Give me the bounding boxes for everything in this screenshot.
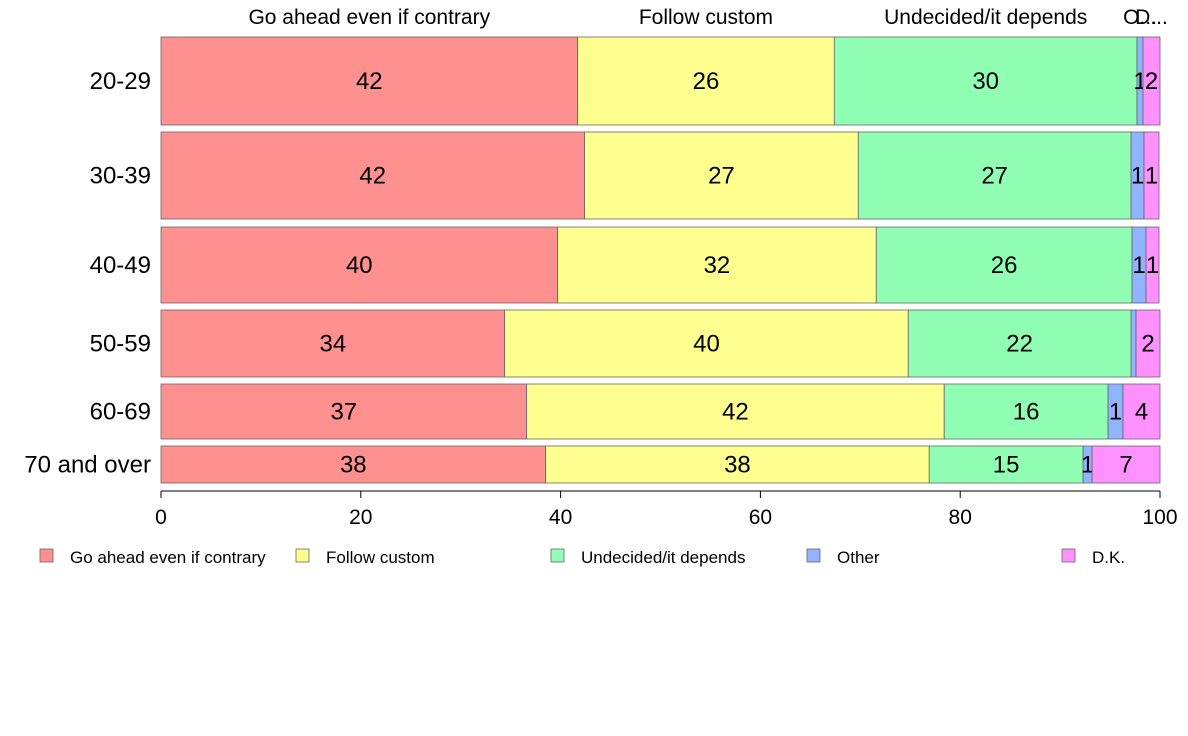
bar-segment [943,383,1109,440]
legend-label: D.K. [1092,548,1125,567]
data-label: 26 [991,252,1018,279]
data-label: 7 [1119,452,1132,479]
bar-segment [526,383,945,440]
x-tick-label: 40 [549,506,572,529]
top-series-label: O... [1123,6,1157,29]
x-tick-label: 60 [749,506,772,529]
data-label: 16 [1013,399,1040,426]
data-label: 38 [724,452,751,479]
category-label: 40-49 [90,252,151,279]
top-series-label: Undecided/it depends [884,6,1087,29]
bar-segment [1145,226,1160,304]
bar-segment [1143,131,1160,220]
data-label: 38 [340,452,367,479]
bar-segment [584,131,859,220]
data-label: 1 [1145,163,1158,190]
x-tick-label: 80 [949,506,972,529]
data-label: 34 [319,331,346,358]
bar-segment [545,445,930,484]
category-label: 30-39 [90,163,151,190]
data-label: 1 [1081,452,1094,479]
data-label: 40 [693,331,720,358]
data-label: 1 [1109,399,1122,426]
legend-label: Undecided/it depends [581,548,745,567]
bar-segment [1122,383,1161,440]
category-label: 60-69 [90,399,151,426]
bar-segment [907,309,1132,378]
legend-swatch [1061,548,1076,563]
bar-segment [1135,309,1161,378]
bar-segment [833,36,1138,126]
category-label: 50-59 [90,331,151,358]
legend-swatch [550,548,565,563]
bar-segment [1142,36,1161,126]
bar-segment [928,445,1084,484]
data-label: 42 [722,399,749,426]
bar-segment [160,309,506,378]
category-label: 70 and over [24,452,151,479]
data-label: 1 [1132,252,1145,279]
data-label: 27 [708,163,735,190]
data-label: 27 [981,163,1008,190]
legend-swatch [806,548,821,563]
bar-segment [857,131,1132,220]
bar-segment [1091,445,1161,484]
x-tick-label: 20 [349,506,372,529]
bar-segment [577,36,835,126]
data-label: 42 [359,163,386,190]
data-label: 26 [693,68,720,95]
legend-label: Go ahead even if contrary [70,548,266,567]
x-tick-label: 0 [155,506,167,529]
data-label: 37 [330,399,357,426]
bar-segment [557,226,877,304]
legend-swatch [295,548,310,563]
bar-segment [160,36,578,126]
x-tick-label: 100 [1142,506,1177,529]
data-label: 32 [704,252,731,279]
data-label: 30 [972,68,999,95]
data-label: 40 [346,252,373,279]
top-series-label: Follow custom [639,6,773,29]
legend-label: Other [837,548,880,567]
data-label: 42 [356,68,383,95]
top-series-label: D... [1135,6,1168,29]
bar-segment [160,445,547,484]
data-label: 1 [1131,163,1144,190]
legend-label: Follow custom [326,548,435,567]
bar-segment [504,309,909,378]
bar-segment [1130,309,1137,378]
legend-swatch [39,548,54,563]
bar-segment [160,226,559,304]
data-label: 15 [993,452,1020,479]
data-label: 1 [1146,252,1159,279]
data-label: 4 [1135,399,1148,426]
data-label: 22 [1006,331,1033,358]
top-series-label: Go ahead even if contrary [248,6,490,29]
category-label: 20-29 [90,68,151,95]
data-label: 2 [1141,331,1154,358]
data-label: 2 [1145,68,1158,95]
